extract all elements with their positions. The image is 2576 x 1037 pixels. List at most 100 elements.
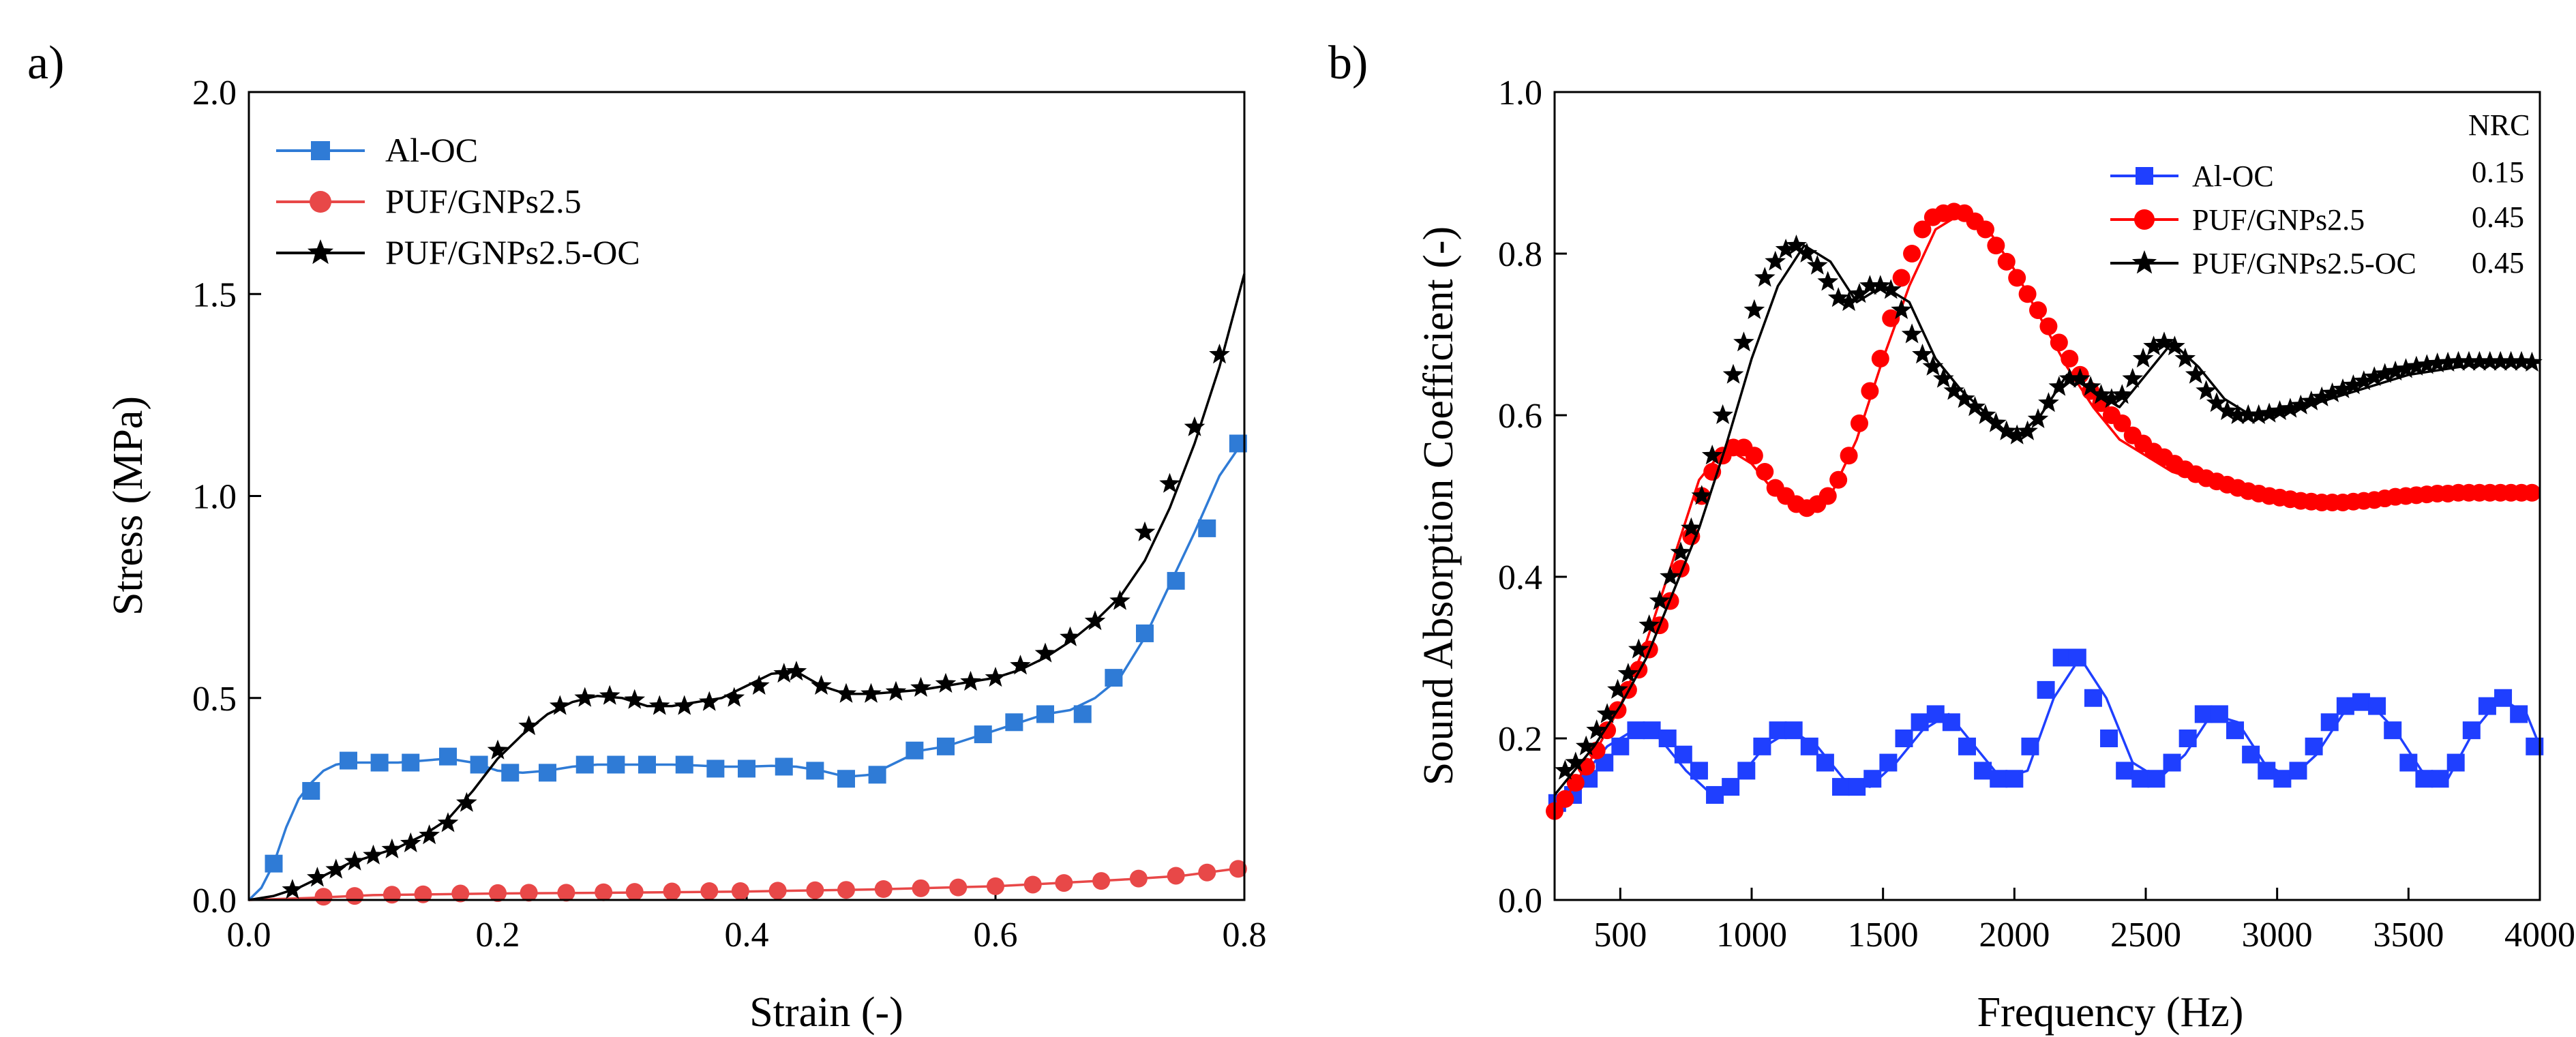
a-point-al-oc <box>974 725 992 744</box>
b-point-puf-gnps2-5-oc <box>1796 242 1818 262</box>
b-point-puf-gnps2-5-oc <box>2143 335 2164 356</box>
b-line-puf-gnps2-5-oc <box>1553 244 2540 796</box>
a-point-puf-gnps2-5-oc <box>935 672 957 693</box>
a-point-puf-gnps2-5 <box>1092 872 1111 890</box>
b-point-puf-gnps2-5-oc <box>2437 351 2459 372</box>
a-y-tick-label: 0.0 <box>192 882 237 920</box>
b-point-puf-gnps2-5-oc <box>1870 275 1891 295</box>
b-point-puf-gnps2-5-oc <box>1807 254 1828 275</box>
a-x-tick-label: 0.4 <box>725 916 769 955</box>
b-point-puf-gnps2-5-oc <box>1670 541 1692 562</box>
b-point-al-oc <box>1611 737 1630 755</box>
b-point-puf-gnps2-5-oc <box>2091 384 2112 404</box>
a-point-puf-gnps2-5 <box>625 883 644 901</box>
b-y-tick-label: 0.0 <box>1498 882 1542 920</box>
b-point-puf-gnps2-5-oc <box>2279 397 2301 418</box>
b-y-tick-label: 0.8 <box>1498 235 1542 274</box>
panel-b-label: b) <box>1328 37 1368 89</box>
b-point-puf-gnps2-5-oc <box>2017 420 2038 440</box>
a-point-al-oc <box>868 766 886 784</box>
b-point-puf-gnps2-5-oc <box>2427 352 2448 373</box>
b-point-puf-gnps2-5 <box>2523 483 2541 502</box>
b-point-puf-gnps2-5-oc <box>2132 347 2154 368</box>
b-point-puf-gnps2-5-oc <box>1975 404 1996 424</box>
legend-a-star-marker-icon <box>308 239 333 265</box>
legend-b-label-puf-gnps-oc: PUF/GNPs2.5-OC <box>2192 247 2416 280</box>
b-point-puf-gnps2-5-oc <box>1701 445 1723 465</box>
a-x-tick-label: 0.6 <box>974 916 1018 955</box>
a-point-al-oc <box>607 755 625 774</box>
a-point-al-oc <box>1136 624 1154 642</box>
b-point-puf-gnps2-5 <box>1892 269 1911 287</box>
b-point-puf-gnps2-5-oc <box>2112 384 2133 404</box>
panel-a-ticks: 0.0 0.2 0.4 0.6 0.8 0.0 0.5 1.0 1.5 2.0 <box>192 74 1267 955</box>
panel-a-x-axis-title: Strain (-) <box>749 989 903 1036</box>
a-point-puf-gnps2-5 <box>414 885 432 903</box>
b-y-tick-label: 0.4 <box>1498 558 1542 597</box>
b-point-puf-gnps2-5-oc <box>1638 614 1660 635</box>
a-point-puf-gnps2-5-oc <box>400 832 421 853</box>
b-x-tick-label: 4000 <box>2504 916 2575 955</box>
nrc-value-puf-gnps-oc: 0.45 <box>2472 246 2524 280</box>
b-point-al-oc <box>2510 705 2528 723</box>
a-point-puf-gnps2-5-oc <box>599 685 620 705</box>
b-point-puf-gnps2-5-oc <box>2048 376 2070 396</box>
b-point-puf-gnps2-5-oc <box>1607 678 1628 699</box>
b-x-tick-label: 1500 <box>1848 916 1919 955</box>
b-point-puf-gnps2-5 <box>1913 220 1932 239</box>
b-point-puf-gnps2-5-oc <box>2343 374 2364 395</box>
b-point-puf-gnps2-5-oc <box>1555 760 1576 780</box>
b-point-al-oc <box>1895 730 1913 747</box>
a-point-puf-gnps2-5-oc <box>549 695 571 715</box>
legend-a-square-marker-icon <box>311 141 330 160</box>
b-point-puf-gnps2-5 <box>1882 309 1900 327</box>
a-point-al-oc <box>937 737 955 755</box>
b-point-puf-gnps2-5-oc <box>2489 350 2511 371</box>
a-point-puf-gnps2-5-oc <box>1209 344 1230 364</box>
legend-a-circle-marker-icon <box>310 191 331 213</box>
a-point-puf-gnps2-5 <box>1055 874 1073 892</box>
b-point-al-oc <box>2194 705 2213 723</box>
b-point-puf-gnps2-5-oc <box>2290 394 2311 415</box>
a-point-puf-gnps2-5 <box>806 881 824 899</box>
nrc-value-al-oc: 0.15 <box>2472 155 2524 189</box>
b-point-puf-gnps2-5-oc <box>1649 590 1671 610</box>
b-point-puf-gnps2-5 <box>1871 350 1889 368</box>
b-point-al-oc <box>2446 753 2465 772</box>
a-point-puf-gnps2-5-oc <box>910 676 931 697</box>
b-point-puf-gnps2-5-oc <box>2185 363 2206 384</box>
a-point-puf-gnps2-5-oc <box>748 674 770 695</box>
b-point-puf-gnps2-5-oc <box>2406 355 2427 376</box>
b-point-puf-gnps2-5-oc <box>1953 388 1975 408</box>
b-point-puf-gnps2-5-oc <box>2332 378 2354 399</box>
b-point-puf-gnps2-5-oc <box>2363 366 2385 387</box>
b-point-puf-gnps2-5-oc <box>2511 350 2532 371</box>
a-point-puf-gnps2-5 <box>1198 863 1216 882</box>
b-point-al-oc <box>2384 721 2402 740</box>
b-point-al-oc <box>2021 737 2039 755</box>
a-point-puf-gnps2-5-oc <box>773 663 795 683</box>
b-point-puf-gnps2-5 <box>1818 487 1837 505</box>
b-point-al-oc <box>1690 762 1708 780</box>
b-point-puf-gnps2-5-oc <box>1660 565 1681 586</box>
legend-b-square-marker-icon <box>2136 167 2153 185</box>
b-point-puf-gnps2-5 <box>1997 252 2016 271</box>
b-point-al-oc <box>1784 721 1803 740</box>
a-point-puf-gnps2-5-oc <box>1034 642 1056 663</box>
a-point-al-oc <box>905 741 924 760</box>
b-point-al-oc <box>1737 762 1756 780</box>
a-point-puf-gnps2-5 <box>314 888 333 906</box>
a-point-puf-gnps2-5 <box>731 882 749 900</box>
a-point-puf-gnps2-5 <box>949 878 968 897</box>
b-point-al-oc <box>2005 770 2024 788</box>
panel-b-legend: NRC Al-OC 0.15 PUF/GNPs2.5 0.45 PUF/GNPs… <box>2110 108 2530 280</box>
a-point-al-oc <box>1005 713 1023 732</box>
a-y-tick-label: 1.5 <box>192 275 237 314</box>
a-point-al-oc <box>1198 519 1216 537</box>
a-point-al-oc <box>638 755 656 774</box>
b-point-puf-gnps2-5-oc <box>2258 402 2280 423</box>
b-y-tick-label: 1.0 <box>1498 74 1542 112</box>
b-point-puf-gnps2-5-oc <box>1848 283 1870 303</box>
b-point-puf-gnps2-5-oc <box>2196 380 2217 400</box>
b-point-puf-gnps2-5-oc <box>1596 703 1618 723</box>
